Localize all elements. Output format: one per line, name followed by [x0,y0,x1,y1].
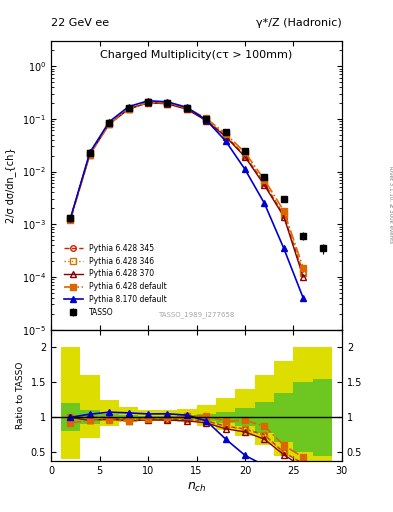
Text: γ*/Z (Hadronic): γ*/Z (Hadronic) [256,18,342,28]
Pythia 6.428 default [281,208,286,214]
Pythia 6.428 370 [68,215,73,221]
Pythia 6.428 346 [204,117,209,123]
Pythia 8.170 default [184,104,189,111]
Pythia 6.428 345 [262,180,267,186]
Pythia 8.170 default [223,138,228,144]
Pythia 8.170 default [165,99,170,105]
Pythia 6.428 345 [68,215,73,221]
Pythia 6.428 default [146,99,151,105]
Pythia 6.428 346 [281,212,286,218]
Pythia 6.428 370 [223,134,228,140]
Pythia 8.170 default [204,117,209,123]
Y-axis label: 2/σ dσ/dn_{ch}: 2/σ dσ/dn_{ch} [6,147,17,223]
Pythia 8.170 default [88,150,92,156]
Pythia 6.428 345 [281,212,286,218]
Pythia 6.428 370 [242,154,247,160]
Pythia 6.428 default [88,152,92,158]
Pythia 6.428 346 [107,120,112,126]
Line: Pythia 6.428 346: Pythia 6.428 346 [68,100,306,275]
Pythia 6.428 370 [262,182,267,188]
Text: Rivet 3.1.10, ≥ 300k events: Rivet 3.1.10, ≥ 300k events [389,166,393,243]
Pythia 6.428 346 [242,153,247,159]
Pythia 6.428 345 [146,99,151,105]
Pythia 6.428 default [242,150,247,156]
Pythia 6.428 370 [165,101,170,107]
Pythia 8.170 default [281,245,286,251]
Pythia 6.428 370 [281,214,286,220]
Pythia 6.428 346 [68,215,73,221]
Text: Charged Multiplicity(cτ > 100mm): Charged Multiplicity(cτ > 100mm) [100,50,293,59]
Y-axis label: Ratio to TASSO: Ratio to TASSO [16,361,25,429]
Text: TASSO_1989_I277658: TASSO_1989_I277658 [158,311,235,318]
Pythia 6.428 346 [146,99,151,105]
Line: Pythia 6.428 default: Pythia 6.428 default [68,100,306,270]
Pythia 6.428 345 [165,100,170,106]
Pythia 6.428 345 [204,117,209,123]
Pythia 8.170 default [262,200,267,206]
Pythia 6.428 345 [184,105,189,112]
Line: Pythia 6.428 370: Pythia 6.428 370 [68,100,306,280]
Pythia 6.428 370 [146,100,151,106]
Pythia 6.428 346 [126,105,131,112]
Pythia 6.428 default [165,100,170,106]
Pythia 6.428 345 [242,153,247,159]
Pythia 6.428 370 [107,121,112,127]
Pythia 6.428 345 [107,120,112,126]
Pythia 6.428 370 [301,274,305,280]
Pythia 6.428 346 [165,100,170,106]
Pythia 6.428 default [126,106,131,112]
Legend: Pythia 6.428 345, Pythia 6.428 346, Pythia 6.428 370, Pythia 6.428 default, Pyth: Pythia 6.428 345, Pythia 6.428 346, Pyth… [61,241,170,320]
Pythia 6.428 default [184,104,189,111]
Pythia 8.170 default [68,215,73,221]
Pythia 8.170 default [107,119,112,125]
Pythia 6.428 345 [301,270,305,276]
Pythia 6.428 default [301,265,305,271]
Line: Pythia 6.428 345: Pythia 6.428 345 [68,100,306,275]
Pythia 6.428 default [204,115,209,121]
Pythia 6.428 346 [88,151,92,157]
Pythia 6.428 370 [204,118,209,124]
Pythia 6.428 370 [88,152,92,158]
Pythia 8.170 default [242,166,247,173]
X-axis label: $n_{ch}$: $n_{ch}$ [187,481,206,494]
Pythia 6.428 370 [184,106,189,112]
Pythia 8.170 default [146,98,151,104]
Pythia 6.428 default [107,121,112,127]
Pythia 6.428 346 [184,105,189,112]
Pythia 8.170 default [126,103,131,110]
Pythia 6.428 default [262,177,267,183]
Pythia 6.428 346 [262,180,267,186]
Line: Pythia 8.170 default: Pythia 8.170 default [68,98,306,301]
Pythia 6.428 default [223,131,228,137]
Pythia 6.428 default [68,217,73,223]
Pythia 6.428 345 [223,133,228,139]
Pythia 8.170 default [301,295,305,301]
Pythia 6.428 346 [301,270,305,276]
Pythia 6.428 345 [126,105,131,112]
Pythia 6.428 370 [126,106,131,112]
Text: 22 GeV ee: 22 GeV ee [51,18,109,28]
Pythia 6.428 345 [88,151,92,157]
Pythia 6.428 346 [223,133,228,139]
